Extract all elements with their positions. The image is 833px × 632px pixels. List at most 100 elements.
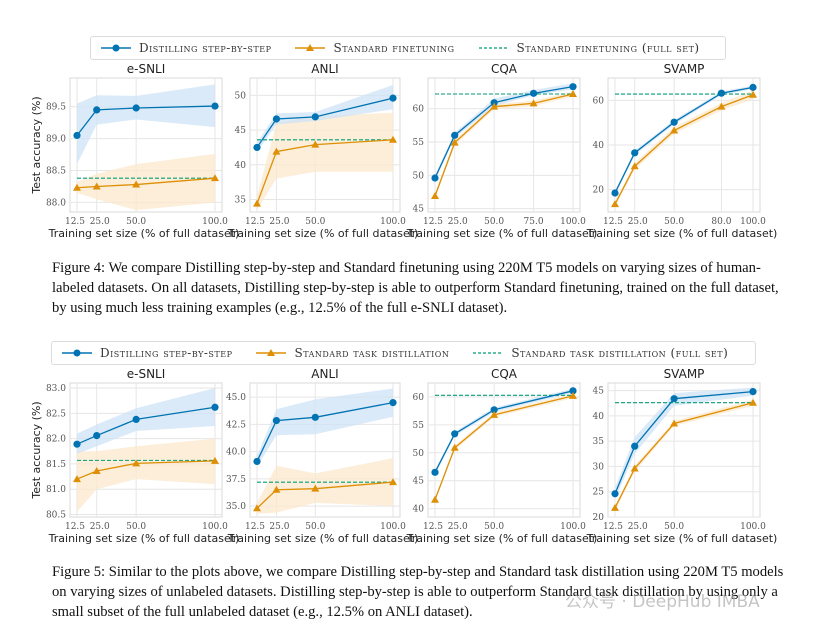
data-point-triangle — [389, 478, 397, 486]
data-point-triangle — [431, 192, 439, 199]
y-tick-label: 40 — [593, 141, 605, 151]
data-point-circle — [253, 143, 261, 152]
data-point-triangle — [132, 180, 141, 188]
data-point-triangle — [272, 147, 281, 155]
x-tick-label: 25.0 — [269, 522, 289, 532]
data-point-triangle — [569, 391, 577, 399]
chart-panel-anli: 12.5 25.0 50.0 100.0 35 40 45 50 ANLI Training se… — [227, 62, 419, 240]
data-point-circle — [132, 104, 140, 112]
x-axis-label: Training set size (% of full dataset) — [586, 532, 778, 545]
y-tick-label: 82.0 — [46, 435, 66, 445]
chart-panel-anli: 12.5 25.0 50.0 100.0 35.0 37.5 40.0 42.5 45.0 ANL… — [226, 367, 418, 545]
x-tick-label: 50.0 — [126, 522, 146, 532]
x-tick-label: 50.0 — [126, 217, 146, 227]
x-tick-label: 25.0 — [90, 217, 110, 227]
legend-label: Distilling step-by-step — [139, 41, 272, 55]
legend-label: Standard task distillation — [294, 346, 450, 360]
blue-circle-line-icon — [101, 44, 131, 52]
x-tick-label: 100.0 — [740, 522, 766, 532]
data-point-circle — [631, 442, 639, 450]
y-tick-label: 40 — [235, 161, 247, 171]
confidence-band — [615, 387, 753, 500]
data-point-triangle — [529, 99, 538, 107]
confidence-band — [77, 388, 215, 454]
data-point-triangle — [73, 183, 81, 191]
data-point-circle — [272, 115, 281, 123]
data-point-triangle — [670, 126, 679, 134]
data-point-circle — [569, 83, 577, 91]
legend-label: Standard finetuning — [333, 41, 455, 55]
legend-entry-standard: Standard finetuning — [295, 41, 454, 55]
data-point-triangle — [92, 182, 101, 190]
data-point-circle — [311, 413, 319, 421]
x-tick-label: 50.0 — [305, 522, 325, 532]
series-line — [256, 481, 394, 509]
data-point-triangle — [749, 90, 757, 98]
x-axis-label: Training set size (% of full dataset) — [48, 227, 240, 240]
y-tick-label: 50 — [413, 449, 425, 459]
y-tick-label: 80.5 — [46, 510, 66, 520]
data-point-circle — [311, 113, 319, 121]
confidence-band — [257, 112, 393, 210]
confidence-band — [77, 84, 215, 165]
data-point-triangle — [749, 398, 757, 406]
data-point-circle — [611, 189, 619, 197]
chart-panel-cqa: 12.5 25.0 50.0 75.0 100.0 45 50 55 60 CQA Training… — [406, 62, 598, 240]
panel-title: SVAMP — [664, 62, 705, 76]
data-point-circle — [529, 89, 538, 97]
data-point-triangle — [253, 504, 261, 512]
x-tick-label: 12.5 — [603, 522, 623, 532]
series-line — [614, 390, 754, 494]
data-point-triangle — [611, 503, 619, 511]
x-axis-label: Training set size (% of full dataset) — [48, 532, 240, 545]
data-point-circle — [631, 149, 639, 157]
y-tick-label: 35 — [235, 196, 247, 206]
x-tick-label: 25.0 — [448, 217, 468, 227]
data-point-circle — [389, 94, 397, 102]
y-tick-label: 45 — [593, 387, 605, 397]
x-tick-label: 50.0 — [664, 217, 684, 227]
data-point-circle — [611, 490, 619, 498]
confidence-band — [77, 153, 215, 211]
confidence-band — [435, 83, 573, 181]
series-line — [256, 401, 394, 462]
y-tick-label: 50 — [413, 171, 425, 181]
y-tick-label: 42.5 — [226, 420, 246, 430]
y-tick-label: 20 — [593, 513, 605, 523]
y-tick-label: 40 — [413, 505, 425, 515]
data-point-triangle — [73, 475, 81, 483]
x-tick-label: 100.0 — [202, 522, 228, 532]
x-tick-label: 12.5 — [423, 217, 443, 227]
figure-4-caption: Figure 4: We compare Distilling step-by-… — [52, 260, 779, 316]
orange-triangle-line-icon — [295, 44, 326, 51]
data-point-circle — [211, 403, 219, 411]
y-tick-label: 45 — [413, 477, 425, 487]
data-point-triangle — [311, 484, 320, 492]
legend-label: Standard finetuning (full set) — [516, 41, 700, 55]
series-line — [434, 390, 574, 473]
figure-4-charts: 12.5 25.0 50.0 100.0 88.0 88.5 89.0 89.5 e-SNLI T… — [30, 62, 778, 240]
confidence-band — [257, 458, 393, 514]
y-tick-label: 60 — [413, 105, 425, 115]
legend-entry-full-set: Standard finetuning (full set) — [478, 41, 700, 55]
data-point-triangle — [490, 102, 499, 110]
data-point-circle — [93, 106, 101, 114]
confidence-band — [77, 438, 215, 512]
y-tick-label: 40 — [593, 412, 605, 422]
chart-panel-svamp: 12.5 25.0 50.0 80.0 100.0 20 40 60 SVAMP Training… — [586, 62, 778, 240]
x-tick-label: 25.0 — [628, 217, 648, 227]
data-point-triangle — [630, 464, 639, 472]
y-tick-label: 60 — [593, 96, 605, 106]
data-point-circle — [272, 416, 281, 425]
series-line — [434, 395, 574, 500]
data-point-circle — [670, 395, 678, 403]
data-point-circle — [749, 387, 757, 396]
x-tick-label: 50.0 — [484, 217, 504, 227]
data-point-triangle — [132, 459, 141, 467]
y-axis-label: Test accuracy (%) — [30, 96, 43, 194]
chart-panel-e-snli: 12.5 25.0 50.0 100.0 88.0 88.5 89.0 89.5 e-SNLI T… — [30, 62, 239, 240]
data-point-circle — [431, 468, 439, 476]
x-tick-label: 100.0 — [202, 217, 228, 227]
y-tick-label: 45 — [413, 205, 425, 215]
x-tick-label: 100.0 — [560, 217, 586, 227]
